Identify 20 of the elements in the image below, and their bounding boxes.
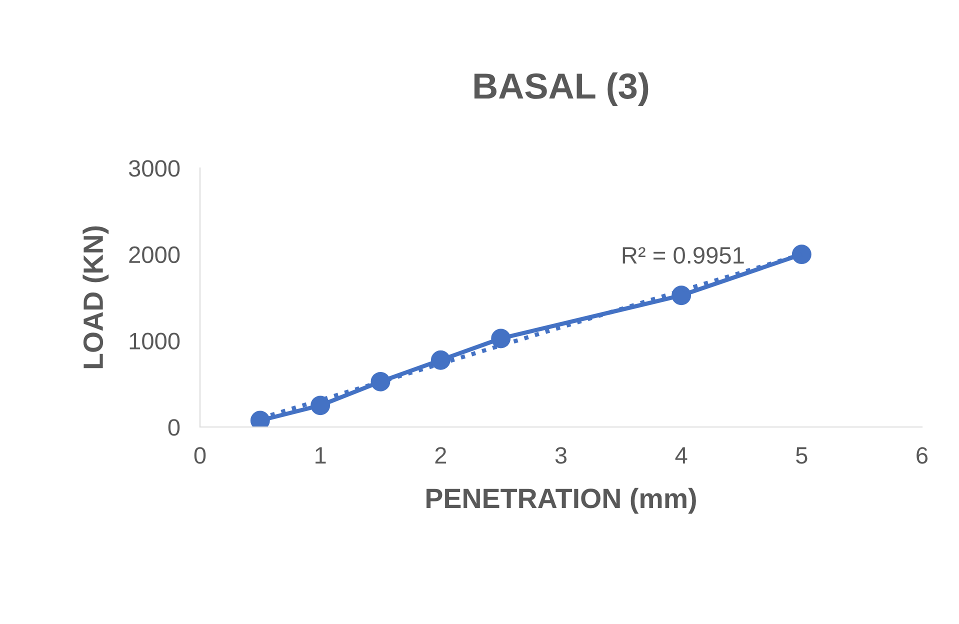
x-tick-label: 0 (194, 447, 206, 464)
x-axis-title: PENETRATION (mm) (426, 488, 696, 514)
point (310, 396, 330, 416)
x-tick-label: 2 (435, 447, 446, 464)
y-axis-title: LOAD (KN) (82, 226, 109, 368)
point (491, 328, 511, 348)
y-tick-label: 1000 (130, 332, 180, 350)
point (370, 372, 390, 392)
point (792, 244, 812, 264)
point (430, 350, 450, 370)
y-tick-label: 3000 (128, 160, 180, 177)
x-tick-label: 5 (796, 447, 808, 464)
y-tick-label: 2000 (129, 246, 180, 264)
chart-title: BASAL (3) (474, 72, 648, 106)
annotation: R² = 0.9951 (622, 246, 744, 264)
y-tick-label: 0 (168, 419, 180, 436)
x-tick-label: 6 (916, 447, 928, 464)
x-tick-label: 3 (555, 447, 567, 464)
x-tick-label: 1 (316, 447, 326, 464)
x-tick-label: 4 (675, 447, 688, 464)
